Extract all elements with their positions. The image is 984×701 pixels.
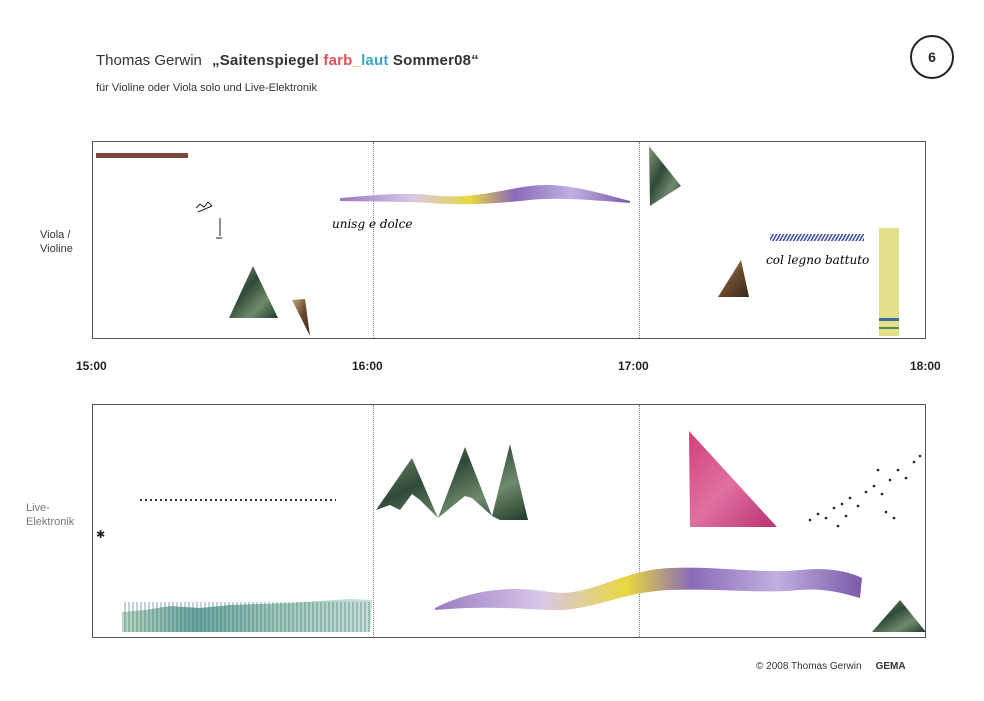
title-close: Sommer08“ <box>388 52 479 69</box>
viola-staff <box>92 141 926 339</box>
scattered-dots <box>808 454 922 528</box>
instrumentation-subtitle: für Violine oder Viola solo und Live-Ele… <box>96 82 317 94</box>
lower-staff-label: Live- Elektronik <box>26 501 74 529</box>
lower-label-line2: Elektronik <box>26 516 75 528</box>
gema-mark: GEMA <box>875 661 906 672</box>
electronics-staff <box>92 404 926 638</box>
page-number-text: 6 <box>928 49 936 65</box>
title-open: „Saitenspiegel <box>212 52 324 69</box>
green-triangle-1 <box>229 266 278 318</box>
yellow-column <box>879 228 899 336</box>
copyright-text: © 2008 Thomas Gerwin <box>756 661 862 672</box>
brown-wedge <box>292 299 310 336</box>
green-zigzag <box>376 444 528 520</box>
dolce-annotation: unisg e dolce <box>332 217 412 231</box>
time-label-1700: 17:00 <box>618 359 649 373</box>
color-ribbon-upper <box>340 184 630 205</box>
work-title: „Saitenspiegel farb_laut Sommer08“ <box>212 52 479 69</box>
green-triangle-3 <box>872 600 926 632</box>
pink-triangle <box>689 431 777 527</box>
brown-triangle <box>718 260 749 297</box>
lower-label-line1: Live- <box>26 502 50 514</box>
sustained-tone-bar <box>96 153 188 158</box>
time-label-1600: 16:00 <box>352 359 383 373</box>
composer-name: Thomas Gerwin <box>96 52 202 69</box>
blue-hatched-bar <box>770 234 864 241</box>
upper-staff-label: Viola / Violine <box>40 228 73 256</box>
page-number: 6 <box>910 35 954 79</box>
tremolo-annotation: col legno battuto <box>766 253 869 267</box>
star-symbol: ✱ <box>96 529 105 541</box>
upper-label-line1: Viola / <box>40 229 71 241</box>
title-underscore: _ <box>352 52 362 69</box>
title-laut: laut <box>361 52 389 69</box>
green-triangle-2 <box>649 146 681 206</box>
time-label-1800: 18:00 <box>910 359 941 373</box>
small-notation-cluster <box>195 201 222 239</box>
upper-label-line2: Violine <box>40 243 73 255</box>
color-ribbon-lower <box>435 567 862 611</box>
copyright-footer: © 2008 Thomas Gerwin GEMA <box>756 661 906 672</box>
time-label-1500: 15:00 <box>76 359 107 373</box>
title-farb: farb <box>323 52 353 69</box>
